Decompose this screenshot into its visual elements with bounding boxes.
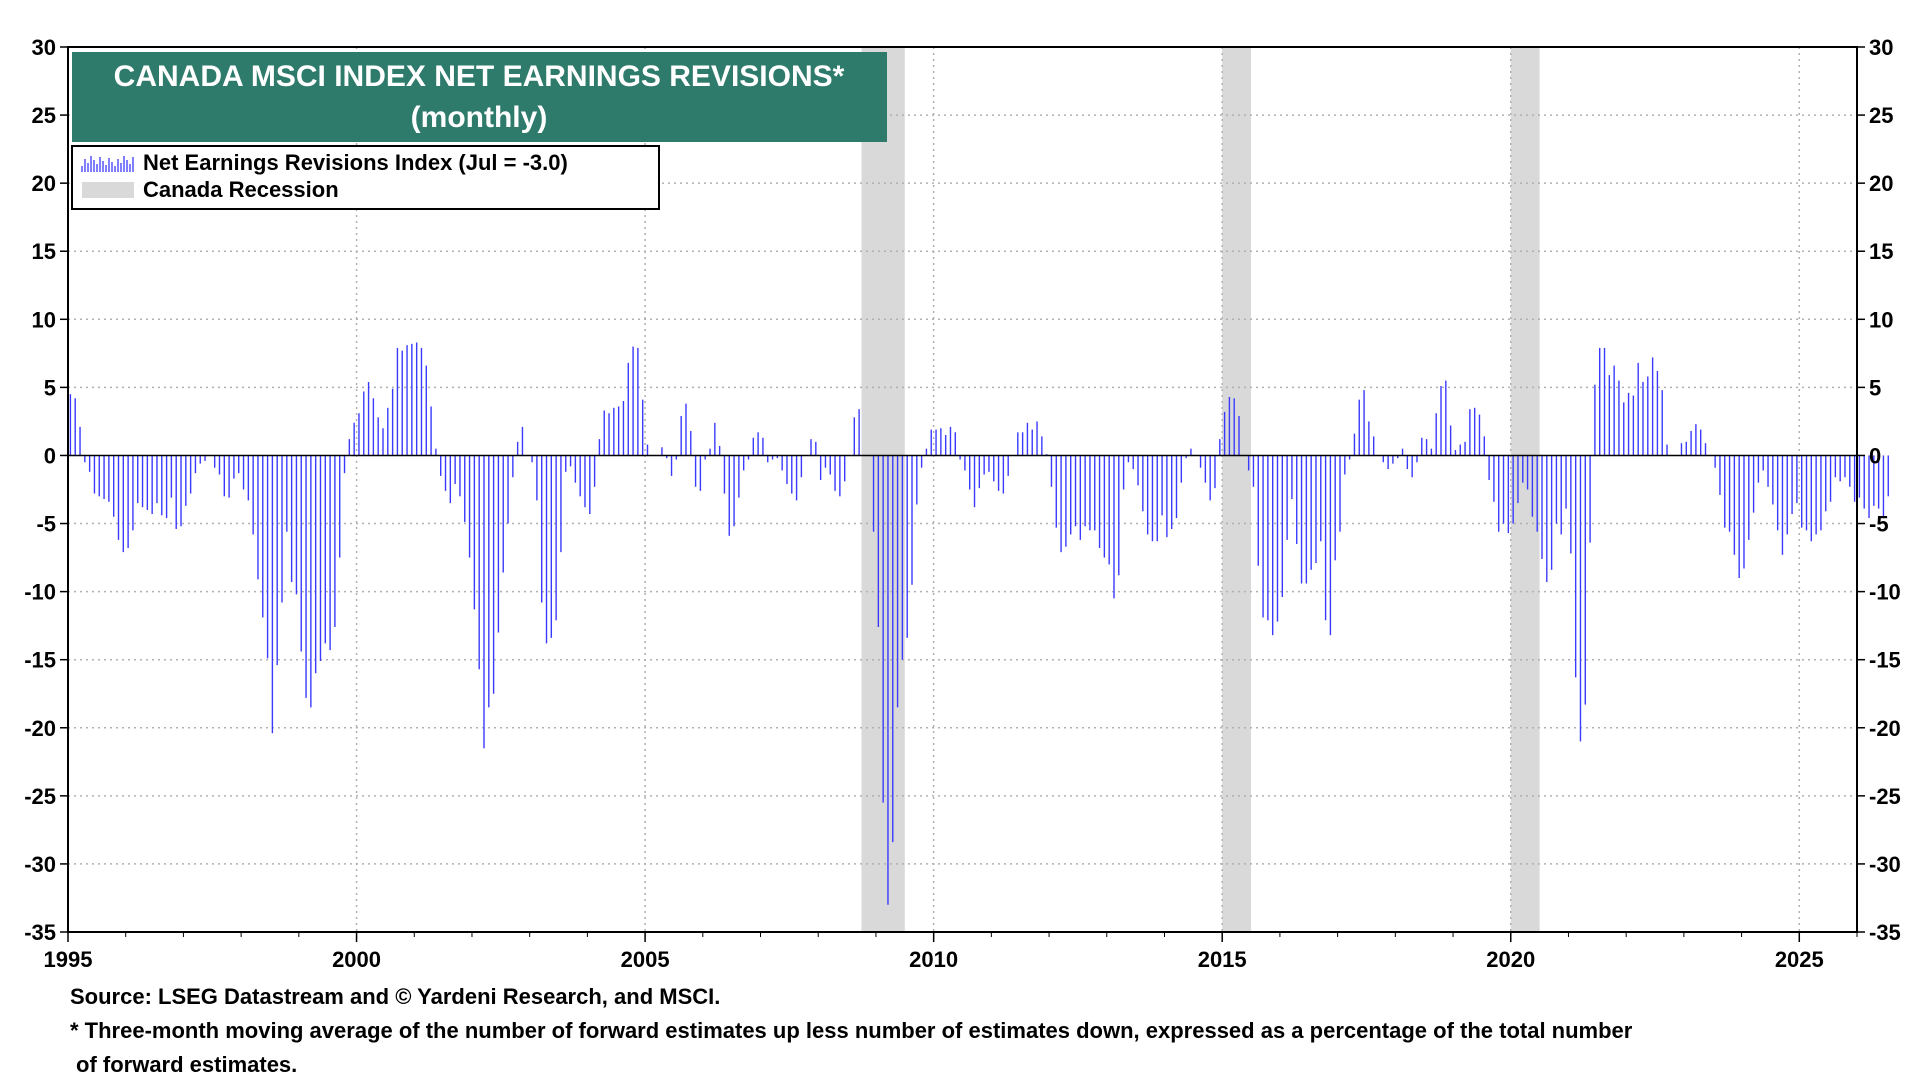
ytick-label-left-20: 20 — [32, 171, 56, 196]
ytick-label-left--5: -5 — [36, 512, 56, 537]
ytick-label-left--25: -25 — [24, 784, 56, 809]
ytick-label-right-30: 30 — [1869, 35, 1893, 60]
legend-box — [71, 145, 660, 210]
ytick-label-right-15: 15 — [1869, 239, 1893, 264]
title-box: CANADA MSCI INDEX NET EARNINGS REVISIONS… — [72, 52, 887, 142]
legend-label-revisions: Net Earnings Revisions Index (Jul = -3.0… — [143, 150, 568, 175]
legend: Net Earnings Revisions Index (Jul = -3.0… — [71, 145, 660, 210]
y-axis-left: 30 25 20 15 10 5 0 -5 -10 -15 -20 -25 -30 -35 — [24, 35, 68, 945]
ytick-label-right-10: 10 — [1869, 307, 1893, 332]
plot-frame — [67, 46, 1858, 933]
ytick-label-left--30: -30 — [24, 852, 56, 877]
ytick-label-left--15: -15 — [24, 648, 56, 673]
ytick-label-right-20: 20 — [1869, 171, 1893, 196]
chart-title: CANADA MSCI INDEX NET EARNINGS REVISIONS… — [114, 60, 845, 93]
y-axis-right: 30 25 20 15 10 5 0 -5 -10 -15 -20 -25 -30 -35 — [1857, 35, 1901, 945]
xtick-label-1995: 1995 — [44, 947, 93, 972]
ytick-label-right-25: 25 — [1869, 103, 1893, 128]
recession-band-2 — [1510, 47, 1540, 932]
xtick-label-2005: 2005 — [621, 947, 670, 972]
ytick-label-right-5: 5 — [1869, 375, 1881, 400]
title-background — [72, 52, 887, 142]
ytick-label-left-0: 0 — [44, 443, 56, 468]
ytick-label-left-30: 30 — [32, 35, 56, 60]
xtick-label-2025: 2025 — [1775, 947, 1824, 972]
legend-recession-swatch — [82, 182, 134, 198]
legend-bars-swatch — [81, 156, 134, 172]
recession-band-1 — [1222, 47, 1252, 932]
ytick-label-left-5: 5 — [44, 375, 56, 400]
xtick-label-2000: 2000 — [332, 947, 381, 972]
x-axis: 1995 2000 2005 2010 2015 2020 2025 — [44, 932, 1858, 972]
xtick-label-2015: 2015 — [1198, 947, 1247, 972]
source-note: Source: LSEG Datastream and © Yardeni Re… — [70, 984, 721, 1009]
ytick-label-right--35: -35 — [1869, 920, 1901, 945]
chart-subtitle: (monthly) — [411, 101, 548, 134]
ytick-label-left--20: -20 — [24, 716, 56, 741]
ytick-label-left--35: -35 — [24, 920, 56, 945]
legend-label-recession: Canada Recession — [143, 177, 339, 202]
ytick-label-right--30: -30 — [1869, 852, 1901, 877]
ytick-label-left-25: 25 — [32, 103, 56, 128]
ytick-label-right--5: -5 — [1869, 512, 1889, 537]
gridlines — [68, 47, 1857, 932]
ytick-label-left--10: -10 — [24, 580, 56, 605]
ytick-label-right--25: -25 — [1869, 784, 1901, 809]
footnote-line-2: of forward estimates. — [76, 1052, 298, 1077]
xtick-label-2010: 2010 — [909, 947, 958, 972]
ytick-label-right--15: -15 — [1869, 648, 1901, 673]
ytick-label-left-10: 10 — [32, 307, 56, 332]
ytick-label-right--10: -10 — [1869, 580, 1901, 605]
ytick-label-left-15: 15 — [32, 239, 56, 264]
revisions-bars — [69, 342, 1889, 905]
recession-shading — [861, 47, 1540, 932]
ytick-label-right--20: -20 — [1869, 716, 1901, 741]
footnote-line-1: * Three-month moving average of the numb… — [70, 1018, 1633, 1043]
ytick-label-right-0: 0 — [1869, 443, 1881, 468]
xtick-label-2020: 2020 — [1486, 947, 1535, 972]
